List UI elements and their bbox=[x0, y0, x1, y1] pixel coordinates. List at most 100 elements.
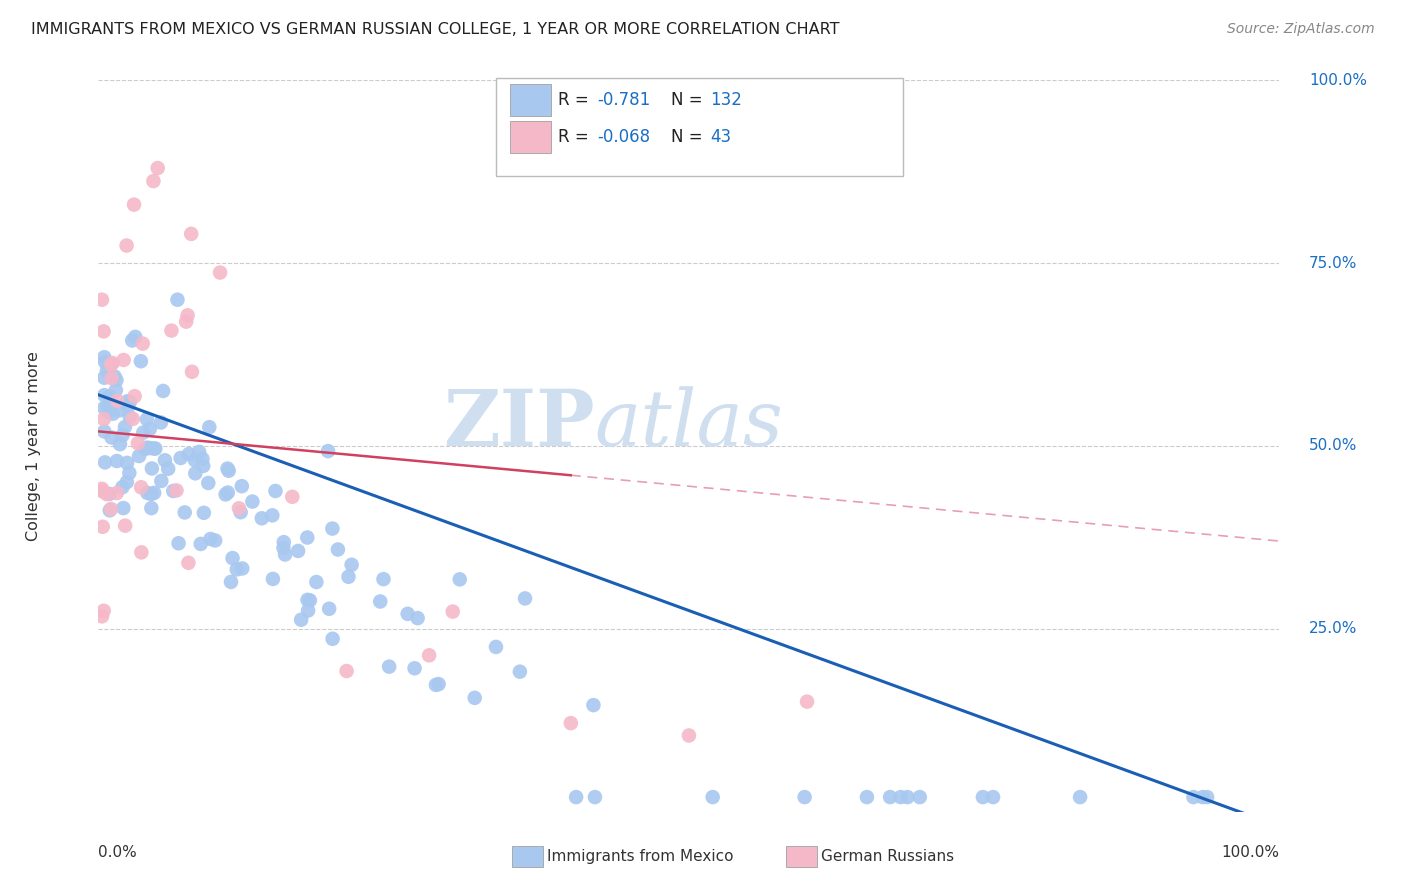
Point bbox=[856, 790, 879, 805]
Point bbox=[93, 350, 115, 364]
Point bbox=[981, 790, 1004, 805]
Point bbox=[104, 369, 127, 384]
Point bbox=[1191, 790, 1213, 805]
Point bbox=[105, 454, 128, 468]
Point bbox=[127, 436, 149, 450]
Point bbox=[160, 324, 183, 338]
Point bbox=[427, 677, 450, 691]
Point bbox=[143, 442, 166, 456]
Point bbox=[143, 486, 166, 500]
Point bbox=[337, 570, 360, 584]
Point bbox=[91, 609, 114, 624]
Point bbox=[219, 574, 242, 589]
Point bbox=[231, 479, 253, 493]
Point bbox=[198, 420, 221, 434]
Point bbox=[209, 266, 232, 280]
Point bbox=[200, 532, 222, 546]
Point bbox=[197, 475, 219, 490]
Point bbox=[404, 661, 426, 675]
Point bbox=[908, 790, 931, 805]
Point bbox=[193, 458, 215, 473]
Point bbox=[297, 592, 319, 607]
Point bbox=[101, 407, 124, 421]
Text: IMMIGRANTS FROM MEXICO VS GERMAN RUSSIAN COLLEGE, 1 YEAR OR MORE CORRELATION CHA: IMMIGRANTS FROM MEXICO VS GERMAN RUSSIAN… bbox=[31, 22, 839, 37]
Point bbox=[105, 373, 128, 387]
Point bbox=[193, 506, 215, 520]
Text: German Russians: German Russians bbox=[821, 849, 955, 863]
Point bbox=[118, 394, 141, 409]
Point bbox=[896, 790, 918, 805]
Point bbox=[152, 384, 174, 398]
Point bbox=[177, 447, 200, 461]
Point bbox=[188, 445, 211, 459]
Point bbox=[326, 542, 349, 557]
Point bbox=[128, 449, 150, 463]
Point bbox=[565, 790, 588, 805]
Point bbox=[262, 572, 284, 586]
Point bbox=[93, 412, 115, 426]
Point bbox=[142, 174, 165, 188]
Point bbox=[373, 572, 395, 586]
Point bbox=[368, 594, 391, 608]
Point bbox=[145, 442, 167, 456]
Point bbox=[231, 561, 253, 575]
Text: N =: N = bbox=[671, 91, 707, 109]
Point bbox=[93, 324, 115, 338]
Point bbox=[274, 548, 297, 562]
Point bbox=[972, 790, 994, 805]
Point bbox=[98, 487, 121, 501]
Point bbox=[217, 485, 239, 500]
Point bbox=[297, 531, 319, 545]
Point bbox=[396, 607, 419, 621]
Point bbox=[134, 442, 156, 456]
Point bbox=[340, 558, 363, 572]
Point bbox=[162, 483, 184, 498]
Point bbox=[793, 790, 815, 805]
Point bbox=[169, 450, 191, 465]
Point bbox=[93, 388, 115, 402]
Point bbox=[166, 293, 188, 307]
Point bbox=[305, 574, 328, 589]
Point bbox=[122, 197, 145, 211]
Text: ZIP: ZIP bbox=[443, 386, 595, 462]
Point bbox=[250, 511, 273, 525]
Text: 43: 43 bbox=[710, 128, 731, 146]
Point bbox=[104, 383, 127, 397]
Point bbox=[406, 611, 429, 625]
Point bbox=[105, 486, 128, 500]
Point bbox=[111, 480, 134, 494]
Text: -0.781: -0.781 bbox=[598, 91, 651, 109]
Point bbox=[273, 541, 295, 555]
Point bbox=[418, 648, 440, 663]
Point bbox=[136, 441, 159, 455]
Point bbox=[217, 461, 239, 475]
Point bbox=[191, 451, 214, 466]
Point bbox=[129, 354, 152, 368]
Point bbox=[297, 603, 319, 617]
Point bbox=[136, 486, 159, 500]
Point bbox=[153, 453, 176, 467]
Point bbox=[135, 412, 157, 426]
Point bbox=[264, 483, 287, 498]
Point bbox=[298, 593, 321, 607]
Point bbox=[228, 501, 250, 516]
Point bbox=[121, 334, 143, 348]
Point bbox=[879, 790, 901, 805]
Point bbox=[94, 455, 117, 469]
Point bbox=[166, 483, 188, 498]
Point bbox=[100, 358, 122, 372]
Point bbox=[94, 355, 117, 369]
Point bbox=[177, 556, 200, 570]
Point bbox=[118, 466, 141, 480]
Point bbox=[111, 428, 134, 442]
Point bbox=[118, 409, 141, 424]
Point bbox=[146, 161, 169, 175]
Point bbox=[221, 551, 243, 566]
Point bbox=[139, 441, 162, 455]
Point bbox=[1069, 790, 1091, 805]
Point bbox=[97, 405, 120, 419]
Text: N =: N = bbox=[671, 128, 707, 146]
Point bbox=[204, 533, 226, 548]
Text: 0.0%: 0.0% bbox=[98, 845, 138, 860]
Point bbox=[117, 400, 139, 414]
